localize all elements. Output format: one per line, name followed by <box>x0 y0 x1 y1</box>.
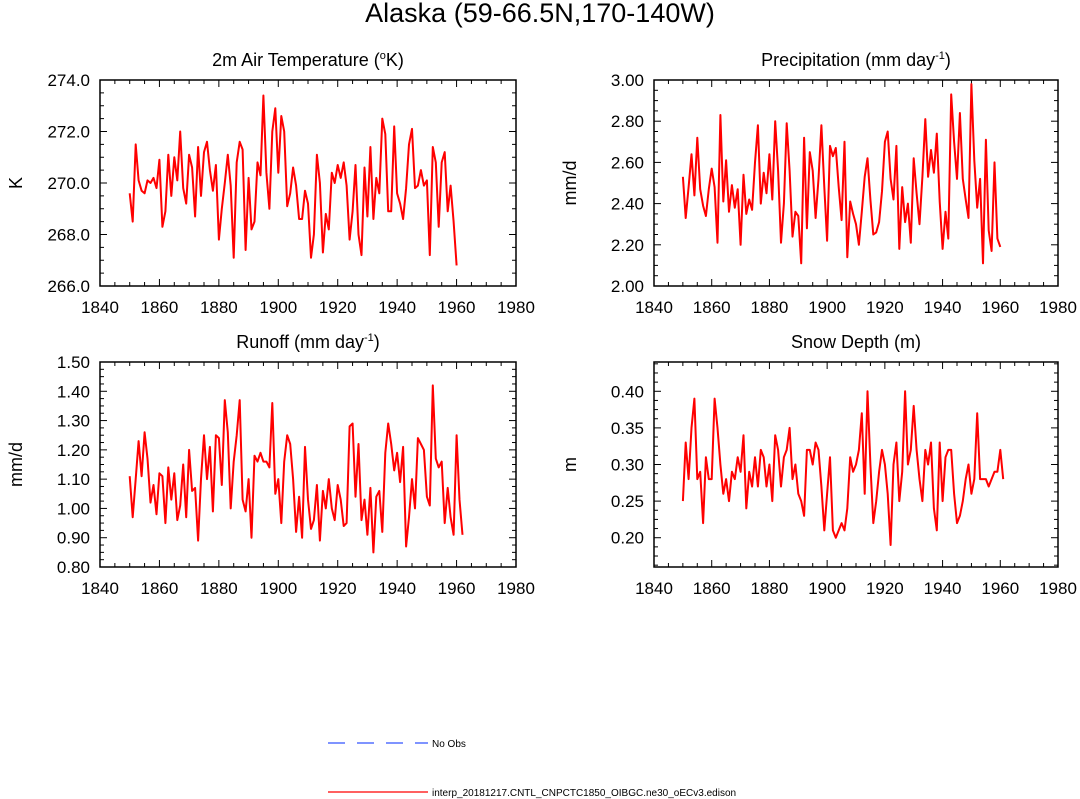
y-tick-label: 272.0 <box>47 123 90 142</box>
plot-frame <box>99 79 517 287</box>
x-tick-label: 1900 <box>259 579 297 598</box>
x-tick-label: 1840 <box>635 579 673 598</box>
y-tick-label: 268.0 <box>47 226 90 245</box>
x-tick-label: 1840 <box>81 298 119 317</box>
y-tick-label: 1.40 <box>57 382 90 401</box>
panel-air-temperature: 2m Air Temperature (oK) K 1840 1860 1880 1900… <box>6 50 535 317</box>
y-tick-label: 0.25 <box>611 492 644 511</box>
x-tick-label: 1880 <box>200 579 238 598</box>
y-axis-label: m <box>560 457 580 472</box>
y-tick-label: 1.00 <box>57 499 90 518</box>
x-tick-label: 1980 <box>497 298 535 317</box>
x-tick-label: 1860 <box>141 298 179 317</box>
x-tick-label: 1880 <box>200 298 238 317</box>
x-tick-label: 1900 <box>808 579 846 598</box>
y-tick-label: 3.00 <box>611 71 644 90</box>
x-tick-label: 1980 <box>497 579 535 598</box>
y-tick-label: 2.40 <box>611 195 644 214</box>
series-line <box>128 94 458 266</box>
series-line <box>681 83 1002 265</box>
y-axis-label: mm/d <box>560 161 580 206</box>
y-tick-label: 0.30 <box>611 456 644 475</box>
y-tick-label: 2.00 <box>611 277 644 296</box>
panel-snow-depth: Snow Depth (m) m 1840 1860 1880 1900 1920 1940 1… <box>560 332 1077 598</box>
y-tick-label: 266.0 <box>47 277 90 296</box>
x-tick-label: 1880 <box>751 298 789 317</box>
y-tick-label: 270.0 <box>47 174 90 193</box>
y-tick-label: 1.30 <box>57 412 90 431</box>
x-tick-label: 1940 <box>378 298 416 317</box>
legend: No Obs interp_20181217.CNTL_CNPCTC1850_O… <box>328 739 736 799</box>
panel-title: 2m Air Temperature (oK) <box>212 50 404 70</box>
x-tick-label: 1960 <box>981 579 1019 598</box>
series-line <box>681 390 1005 546</box>
x-tick-label: 1940 <box>378 579 416 598</box>
series-line <box>128 384 464 554</box>
x-tick-label: 1840 <box>81 579 119 598</box>
panel-title: Precipitation (mm day-1) <box>761 50 951 70</box>
y-tick-label: 0.90 <box>57 529 90 548</box>
y-tick-label: 2.20 <box>611 236 644 255</box>
y-tick-label: 1.20 <box>57 441 90 460</box>
x-tick-label: 1960 <box>438 298 476 317</box>
x-tick-label: 1900 <box>808 298 846 317</box>
plot-frame <box>99 361 517 568</box>
legend-model-label: interp_20181217.CNTL_CNPCTC1850_OIBGC.ne… <box>432 788 736 799</box>
panel-title: Runoff (mm day-1) <box>236 332 380 352</box>
y-axis-label: mm/d <box>6 442 26 487</box>
panel-precipitation: Precipitation (mm day-1) mm/d 1840 1860 1880… <box>560 50 1077 317</box>
y-tick-label: 0.40 <box>611 382 644 401</box>
y-tick-label: 1.10 <box>57 470 90 489</box>
x-tick-label: 1880 <box>751 579 789 598</box>
x-tick-label: 1920 <box>866 298 904 317</box>
x-tick-label: 1900 <box>259 298 297 317</box>
x-tick-label: 1860 <box>693 579 731 598</box>
y-tick-label: 0.20 <box>611 529 644 548</box>
x-tick-label: 1960 <box>981 298 1019 317</box>
x-tick-label: 1920 <box>319 298 357 317</box>
y-axis-label: K <box>6 177 26 189</box>
x-tick-label: 1980 <box>1039 298 1077 317</box>
x-tick-label: 1980 <box>1039 579 1077 598</box>
x-tick-label: 1860 <box>693 298 731 317</box>
x-tick-label: 1940 <box>924 298 962 317</box>
x-tick-label: 1920 <box>866 579 904 598</box>
x-tick-label: 1940 <box>924 579 962 598</box>
x-tick-label: 1920 <box>319 579 357 598</box>
y-tick-label: 2.80 <box>611 112 644 131</box>
panel-title: Snow Depth (m) <box>791 332 921 352</box>
y-tick-label: 1.50 <box>57 353 90 372</box>
y-tick-label: 0.35 <box>611 419 644 438</box>
y-tick-label: 274.0 <box>47 71 90 90</box>
x-tick-label: 1860 <box>141 579 179 598</box>
x-tick-label: 1960 <box>438 579 476 598</box>
figure-title: Alaska (59-66.5N,170-140W) <box>365 0 715 28</box>
panel-runoff: Runoff (mm day-1) mm/d 1840 1860 1880 1900 192… <box>6 332 535 598</box>
legend-obs-label: No Obs <box>432 739 466 750</box>
y-tick-label: 0.80 <box>57 558 90 577</box>
y-tick-label: 2.60 <box>611 153 644 172</box>
x-tick-label: 1840 <box>635 298 673 317</box>
